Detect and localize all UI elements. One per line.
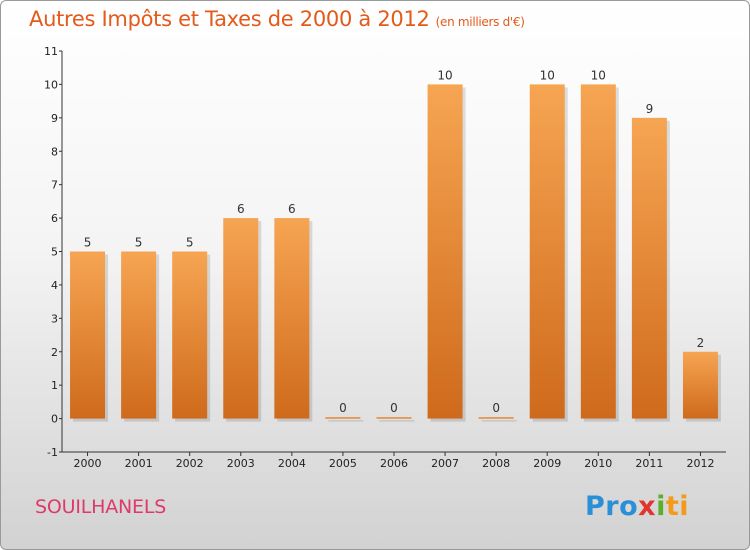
y-tick-label: 10 <box>44 78 58 91</box>
bar-2011 <box>631 117 667 419</box>
data-label: 9 <box>646 102 654 116</box>
bar-2000 <box>70 251 106 419</box>
x-tick-label: 2000 <box>74 457 102 470</box>
chart-title: Autres Impôts et Taxes de 2000 à 2012 (en… <box>29 7 525 31</box>
x-tick-label: 2005 <box>329 457 357 470</box>
proxiti-logo[interactable]: Proxiti <box>585 491 689 522</box>
data-label: 0 <box>390 401 398 415</box>
data-label: 0 <box>492 401 500 415</box>
logo-part-4: ti <box>665 491 690 522</box>
x-tick-label: 2010 <box>584 457 612 470</box>
data-label: 5 <box>84 236 92 250</box>
data-label: 0 <box>339 401 347 415</box>
bar-2003 <box>223 218 259 419</box>
bar-2009 <box>529 84 565 419</box>
y-tick-label: 0 <box>51 413 58 426</box>
x-tick-label: 2001 <box>125 457 153 470</box>
x-tick-label: 2008 <box>482 457 510 470</box>
bars <box>70 84 721 422</box>
logo-part-2: x <box>638 491 657 522</box>
y-tick-label: 7 <box>51 179 58 192</box>
y-tick-label: 6 <box>51 212 58 225</box>
data-label: 5 <box>135 236 143 250</box>
data-label: 6 <box>288 202 296 216</box>
x-tick-label: 2003 <box>227 457 255 470</box>
data-label: 10 <box>437 68 452 82</box>
y-tick-label: 2 <box>51 346 58 359</box>
bar-2012 <box>682 351 718 419</box>
x-tick-label: 2007 <box>431 457 459 470</box>
commune-name: SOUILHANELS <box>35 496 167 518</box>
bar-2001 <box>121 251 157 419</box>
y-tick-label: 1 <box>51 379 58 392</box>
bar-2007 <box>427 84 463 419</box>
bar-2004 <box>274 218 310 419</box>
x-tick-label: 2012 <box>686 457 714 470</box>
bar-shadow <box>379 420 415 422</box>
data-label: 5 <box>186 236 194 250</box>
bar-shadow <box>481 420 517 422</box>
data-label: 10 <box>591 68 606 82</box>
y-tick-label: 9 <box>51 112 58 125</box>
bar-2010 <box>580 84 616 419</box>
y-tick-label: 5 <box>51 246 58 259</box>
bar-2008 <box>478 417 514 419</box>
y-tick-label: 8 <box>51 145 58 158</box>
x-tick-label: 2009 <box>533 457 561 470</box>
x-tick-label: 2004 <box>278 457 306 470</box>
y-tick-label: 11 <box>44 45 58 58</box>
bar-2002 <box>172 251 208 419</box>
x-tick-label: 2006 <box>380 457 408 470</box>
bar-2006 <box>376 417 412 419</box>
data-labels: 5 5 5 6 6 0 0 10 0 10 10 9 2 <box>84 68 705 415</box>
logo-part-3: i <box>656 491 666 522</box>
data-label: 2 <box>697 336 705 350</box>
chart-unit: (en milliers d'€) <box>435 15 525 29</box>
chart-title-text: Autres Impôts et Taxes de 2000 à 2012 <box>29 7 430 31</box>
y-tick-label: -1 <box>47 446 58 459</box>
bar-2005 <box>325 417 361 419</box>
data-label: 6 <box>237 202 245 216</box>
y-tick-label: 4 <box>51 279 58 292</box>
data-label: 10 <box>540 68 555 82</box>
x-tick-label: 2011 <box>635 457 663 470</box>
logo-part-1: Pro <box>585 491 639 522</box>
bar-shadow <box>328 420 364 422</box>
y-tick-label: 3 <box>51 312 58 325</box>
x-tick-label: 2002 <box>176 457 204 470</box>
